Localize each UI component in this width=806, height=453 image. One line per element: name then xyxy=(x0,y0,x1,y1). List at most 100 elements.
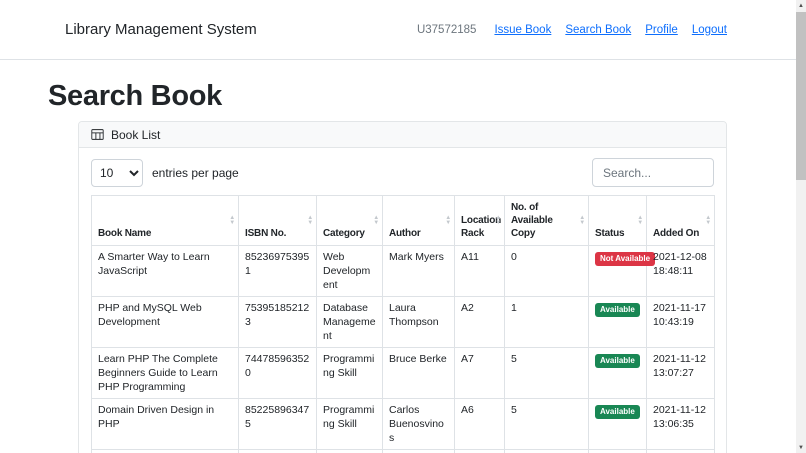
cell-status: Available xyxy=(588,449,647,453)
column-header-location_rack[interactable]: Location Rack ▲ ▼ xyxy=(454,195,505,246)
page-title: Search Book xyxy=(48,80,222,112)
sort-icon[interactable]: ▲ ▼ xyxy=(373,214,379,226)
sort-icon[interactable]: ▲ ▼ xyxy=(229,214,235,226)
cell-available_copies: 0 xyxy=(504,245,589,297)
cell-category: Programming Skill xyxy=(316,449,383,453)
column-label: Book Name xyxy=(98,228,152,239)
cell-location_rack: A7 xyxy=(454,347,505,399)
cell-isbn: 744785963520 xyxy=(238,347,317,399)
cell-isbn: 852369753951 xyxy=(238,245,317,297)
cell-status: Available xyxy=(588,347,647,399)
sort-icon[interactable]: ▲ ▼ xyxy=(307,214,313,226)
cell-available_copies: 5 xyxy=(504,347,589,399)
cell-book_name: The Laravel Framework Version 5 For Begi… xyxy=(91,449,239,453)
cell-available_copies: 5 xyxy=(504,398,589,450)
top-nav: U37572185 Issue Book Search Book Profile… xyxy=(417,24,727,36)
cell-author: Laura Thompson xyxy=(382,296,455,348)
cell-added_on: 2021-11-12 13:05:56 xyxy=(646,449,715,453)
sort-icon[interactable]: ▲ ▼ xyxy=(495,214,501,226)
cell-book_name: A Smarter Way to Learn JavaScript xyxy=(91,245,239,297)
table-header-row: Book Name ▲ ▼ ISBN No. ▲ ▼ Category ▲ ▼ Author ▲ ▼ L… xyxy=(91,195,715,246)
table-row: Domain Driven Design in PHP 852258963475 P… xyxy=(91,398,715,450)
column-label: Added On xyxy=(653,228,700,239)
main-content: Search Book Book List 10 entries per p xyxy=(0,80,806,453)
cell-book_name: Learn PHP The Complete Beginners Guide t… xyxy=(91,347,239,399)
cell-author: Bruce Berke xyxy=(382,347,455,399)
user-id: U37572185 xyxy=(416,23,477,36)
app-title: Library Management System xyxy=(65,21,257,38)
status-badge: Available xyxy=(595,405,640,419)
books-table: Book Name ▲ ▼ ISBN No. ▲ ▼ Category ▲ ▼ Author ▲ ▼ L… xyxy=(91,195,715,453)
table-body: A Smarter Way to Learn JavaScript 8523697… xyxy=(91,245,715,453)
nav-issue-book[interactable]: Issue Book xyxy=(494,23,552,36)
cell-added_on: 2021-12-08 18:48:11 xyxy=(646,245,715,297)
cell-category: Database Management xyxy=(316,296,383,348)
sort-icon[interactable]: ▲ ▼ xyxy=(579,214,585,226)
cell-book_name: PHP and MySQL Web Development xyxy=(91,296,239,348)
column-header-book_name[interactable]: Book Name ▲ ▼ xyxy=(91,195,239,246)
sort-icon[interactable]: ▲ ▼ xyxy=(445,214,451,226)
cell-added_on: 2021-11-12 13:07:27 xyxy=(646,347,715,399)
cell-category: Web Development xyxy=(316,245,383,297)
cell-location_rack: A11 xyxy=(454,245,505,297)
card-title: Book List xyxy=(111,127,161,142)
column-label: No. of Available Copy xyxy=(511,202,553,239)
cell-location_rack: A5 xyxy=(454,449,505,453)
book-list-card: Book List 10 entries per page Book Name ▲… xyxy=(78,121,727,453)
cell-category: Programming Skill xyxy=(316,347,383,399)
table-row: A Smarter Way to Learn JavaScript 8523697… xyxy=(91,245,715,297)
nav-profile[interactable]: Profile xyxy=(645,23,678,36)
column-header-status[interactable]: Status ▲ ▼ xyxy=(588,195,647,246)
table-row: PHP and MySQL Web Development 75395185212… xyxy=(91,296,715,348)
card-header: Book List xyxy=(79,122,726,148)
cell-author: Dayle Rees xyxy=(382,449,455,453)
sort-icon[interactable]: ▲ ▼ xyxy=(705,214,711,226)
status-badge: Available xyxy=(595,354,640,368)
search-input[interactable] xyxy=(592,158,714,187)
cell-book_name: Domain Driven Design in PHP xyxy=(91,398,239,450)
column-label: Category xyxy=(323,228,365,239)
column-header-isbn[interactable]: ISBN No. ▲ ▼ xyxy=(238,195,317,246)
column-header-added_on[interactable]: Added On ▲ ▼ xyxy=(646,195,715,246)
scrollbar[interactable]: ▲ ▼ xyxy=(796,0,806,453)
top-header: Library Management System U37572185 Issu… xyxy=(0,0,806,60)
cell-available_copies: 1 xyxy=(504,296,589,348)
entries-per-page-select[interactable]: 10 xyxy=(91,158,143,187)
nav-logout[interactable]: Logout xyxy=(691,23,727,36)
entries-control: 10 entries per page xyxy=(91,158,239,187)
table-icon xyxy=(91,128,104,141)
column-header-available_copies[interactable]: No. of Available Copy ▲ ▼ xyxy=(504,195,589,246)
cell-location_rack: A2 xyxy=(454,296,505,348)
cell-added_on: 2021-11-12 13:06:35 xyxy=(646,398,715,450)
cell-status: Available xyxy=(588,296,647,348)
cell-status: Not Available xyxy=(588,245,656,297)
cell-status: Available xyxy=(588,398,647,450)
table-row: Learn PHP The Complete Beginners Guide t… xyxy=(91,347,715,399)
column-header-category[interactable]: Category ▲ ▼ xyxy=(316,195,383,246)
table-row: The Laravel Framework Version 5 For Begi… xyxy=(91,449,715,453)
entries-label: entries per page xyxy=(152,165,239,180)
sort-icon[interactable]: ▲ ▼ xyxy=(637,214,643,226)
table-controls: 10 entries per page xyxy=(91,158,714,187)
scrollbar-down-icon[interactable]: ▼ xyxy=(798,444,804,451)
column-header-author[interactable]: Author ▲ ▼ xyxy=(382,195,455,246)
cell-available_copies: 5 xyxy=(504,449,589,453)
cell-author: Carlos Buenosvinos xyxy=(382,398,455,450)
status-badge: Not Available xyxy=(595,252,656,266)
cell-isbn: 336985696363 xyxy=(238,449,317,453)
table-head: Book Name ▲ ▼ ISBN No. ▲ ▼ Category ▲ ▼ Author ▲ ▼ L… xyxy=(91,195,715,246)
scrollbar-thumb[interactable] xyxy=(796,12,806,180)
cell-isbn: 753951852123 xyxy=(238,296,317,348)
column-label: Status xyxy=(595,228,625,239)
nav-search-book[interactable]: Search Book xyxy=(565,23,632,36)
cell-added_on: 2021-11-17 10:43:19 xyxy=(646,296,715,348)
status-badge: Available xyxy=(595,303,640,317)
column-label: Location Rack xyxy=(461,215,502,239)
column-label: ISBN No. xyxy=(245,228,287,239)
column-label: Author xyxy=(389,228,421,239)
cell-author: Mark Myers xyxy=(382,245,455,297)
card-body: 10 entries per page Book Name ▲▼ ISBN No. ▲… xyxy=(79,148,726,453)
cell-category: Programming Skill xyxy=(316,398,383,450)
cell-isbn: 852258963475 xyxy=(238,398,317,450)
scrollbar-up-icon[interactable]: ▲ xyxy=(798,2,804,9)
